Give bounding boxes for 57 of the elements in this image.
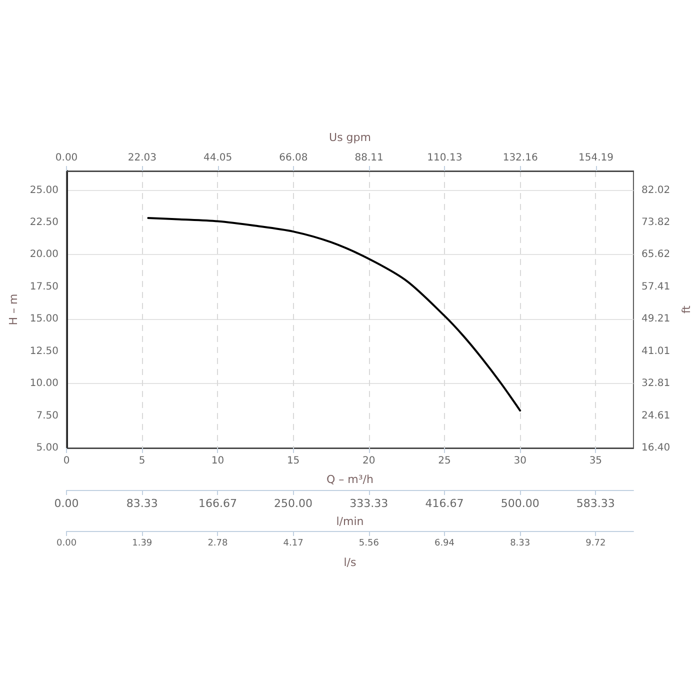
x-tick-label: 20 [362,456,376,466]
y-tick-label: 25.00 [30,184,59,196]
y-tick-label: 20.00 [30,249,59,260]
y2-axis-title: ft [680,304,693,314]
x2-axis-title: Us gpm [329,131,371,144]
x2-tick-label: 110.13 [427,152,462,164]
text: 5.56 [358,538,380,548]
text: 0.00 [56,538,77,548]
y2-tick-label: 41.01 [641,346,670,357]
text: 416.67 [425,497,464,510]
text: 8.33 [510,538,530,548]
text: 1.39 [132,538,152,548]
text: 9.72 [586,538,606,548]
x-tick-label: 30 [514,456,526,466]
y-tick-label: 5.00 [36,442,59,454]
y-tick-label: 7.50 [36,410,59,422]
y-axis-title: H – m [7,294,20,326]
x2-tick-label: 44.05 [203,152,232,164]
y2-tick-label: 24.61 [641,410,670,422]
y-tick-label: 17.50 [30,281,59,292]
text: 0.00 [54,497,79,510]
y2-tick-label: 32.81 [641,378,670,390]
text: 2.78 [208,538,228,548]
x2-tick-label: 154.19 [578,152,614,164]
y2-tick-label: 73.82 [641,217,670,228]
y-tick-label: 10.00 [30,378,59,390]
x2-tick-label: 22.03 [128,152,156,164]
text: 333.33 [350,497,388,510]
text: l/min [336,515,364,528]
x-tick-label: 5 [138,456,146,466]
x2-tick-label: 88.11 [354,152,384,164]
y2-tick-label: 49.21 [641,314,670,325]
text: 583.33 [576,497,615,510]
x-tick-label: 15 [286,456,300,466]
y-tick-label: 12.50 [30,346,59,357]
text: 6.94 [434,538,455,548]
text: 83.33 [126,497,158,510]
text: 4.17 [283,538,304,548]
line-series [147,217,522,412]
x-tick-label: 35 [589,456,602,466]
text: l/s [344,556,357,569]
y-tick-label: 15.00 [30,314,59,325]
y-tick-label: 22.50 [30,217,59,228]
x2-tick-label: 132.16 [502,152,538,164]
y2-tick-label: 16.40 [641,442,670,454]
x-tick-label: 10 [211,456,224,466]
x2-tick-label: 66.08 [279,152,308,164]
text: 500.00 [500,497,540,510]
y2-tick-label: 82.02 [641,184,670,196]
x-tick-label: 0 [63,456,70,466]
y2-tick-label: 57.41 [641,281,670,292]
x2-tick-label: 0.00 [55,152,78,164]
text: 166.67 [198,497,237,510]
y2-tick-label: 65.62 [641,249,670,260]
text: 250.00 [274,497,313,510]
x-axis-title: Q – m³/h [326,473,374,486]
x-tick-label: 25 [438,456,451,466]
